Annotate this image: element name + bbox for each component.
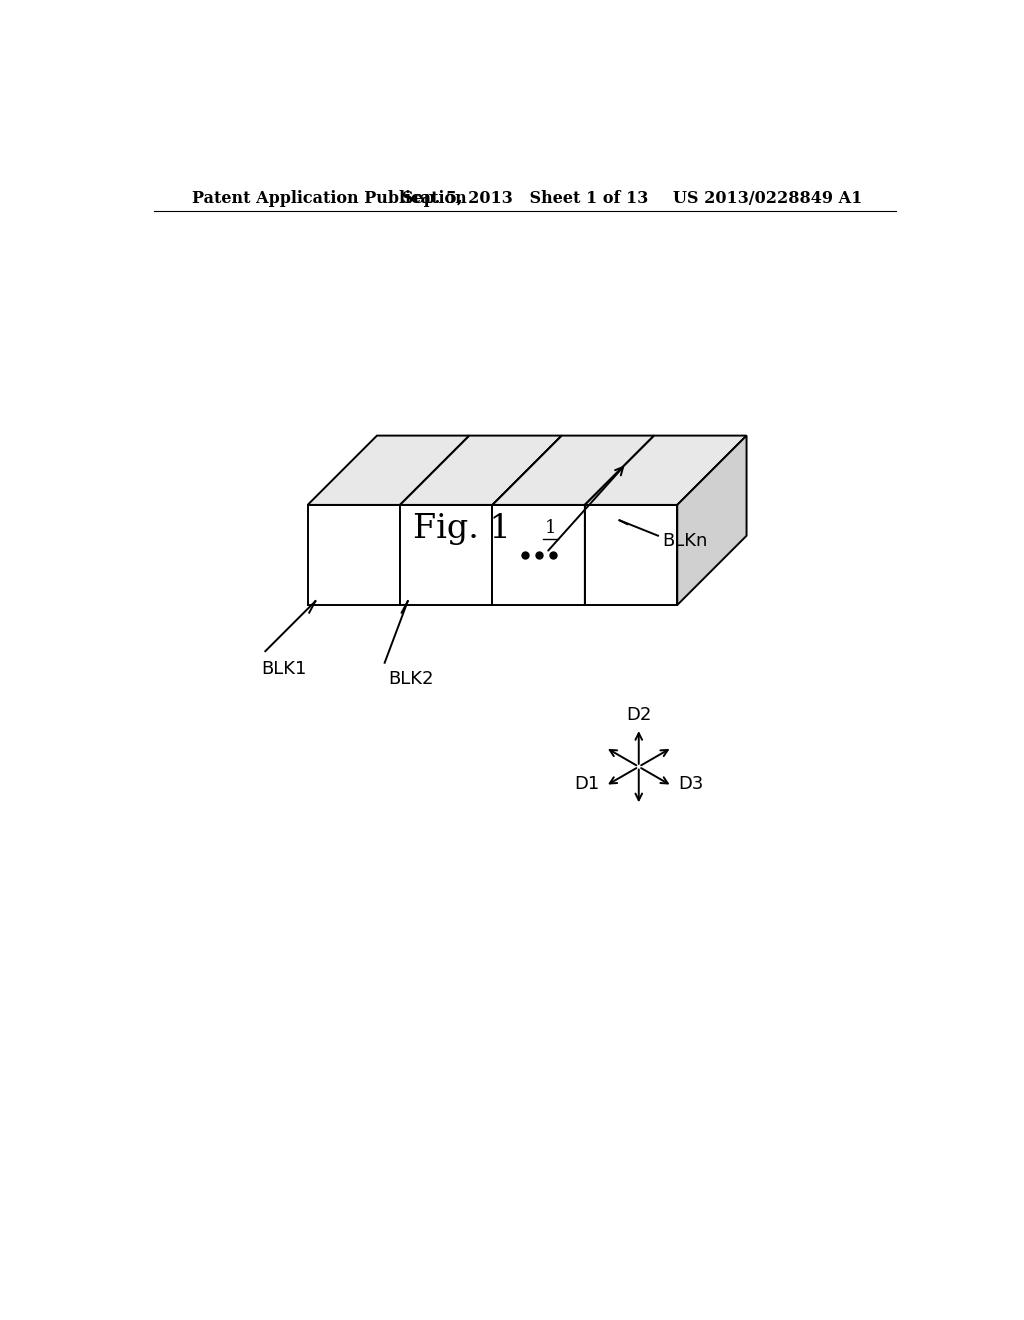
Text: D3: D3	[678, 775, 703, 793]
Text: Sep. 5, 2013   Sheet 1 of 13: Sep. 5, 2013 Sheet 1 of 13	[401, 190, 648, 207]
Polygon shape	[400, 506, 493, 605]
Text: US 2013/0228849 A1: US 2013/0228849 A1	[673, 190, 862, 207]
Polygon shape	[400, 436, 469, 605]
Text: BLK2: BLK2	[388, 671, 434, 689]
Polygon shape	[585, 506, 677, 605]
Polygon shape	[307, 436, 469, 506]
Text: BLKn: BLKn	[662, 532, 708, 550]
Polygon shape	[493, 436, 654, 506]
Polygon shape	[585, 436, 746, 506]
Polygon shape	[493, 436, 562, 605]
Text: Patent Application Publication: Patent Application Publication	[193, 190, 467, 207]
Polygon shape	[400, 436, 562, 506]
Text: 1: 1	[545, 519, 556, 537]
Text: D1: D1	[574, 775, 599, 793]
Text: Fig. 1: Fig. 1	[413, 512, 511, 545]
Polygon shape	[307, 506, 400, 605]
Polygon shape	[493, 506, 585, 605]
Polygon shape	[677, 436, 746, 605]
Text: BLK1: BLK1	[261, 660, 307, 678]
Text: D2: D2	[626, 706, 651, 725]
Polygon shape	[585, 436, 654, 605]
